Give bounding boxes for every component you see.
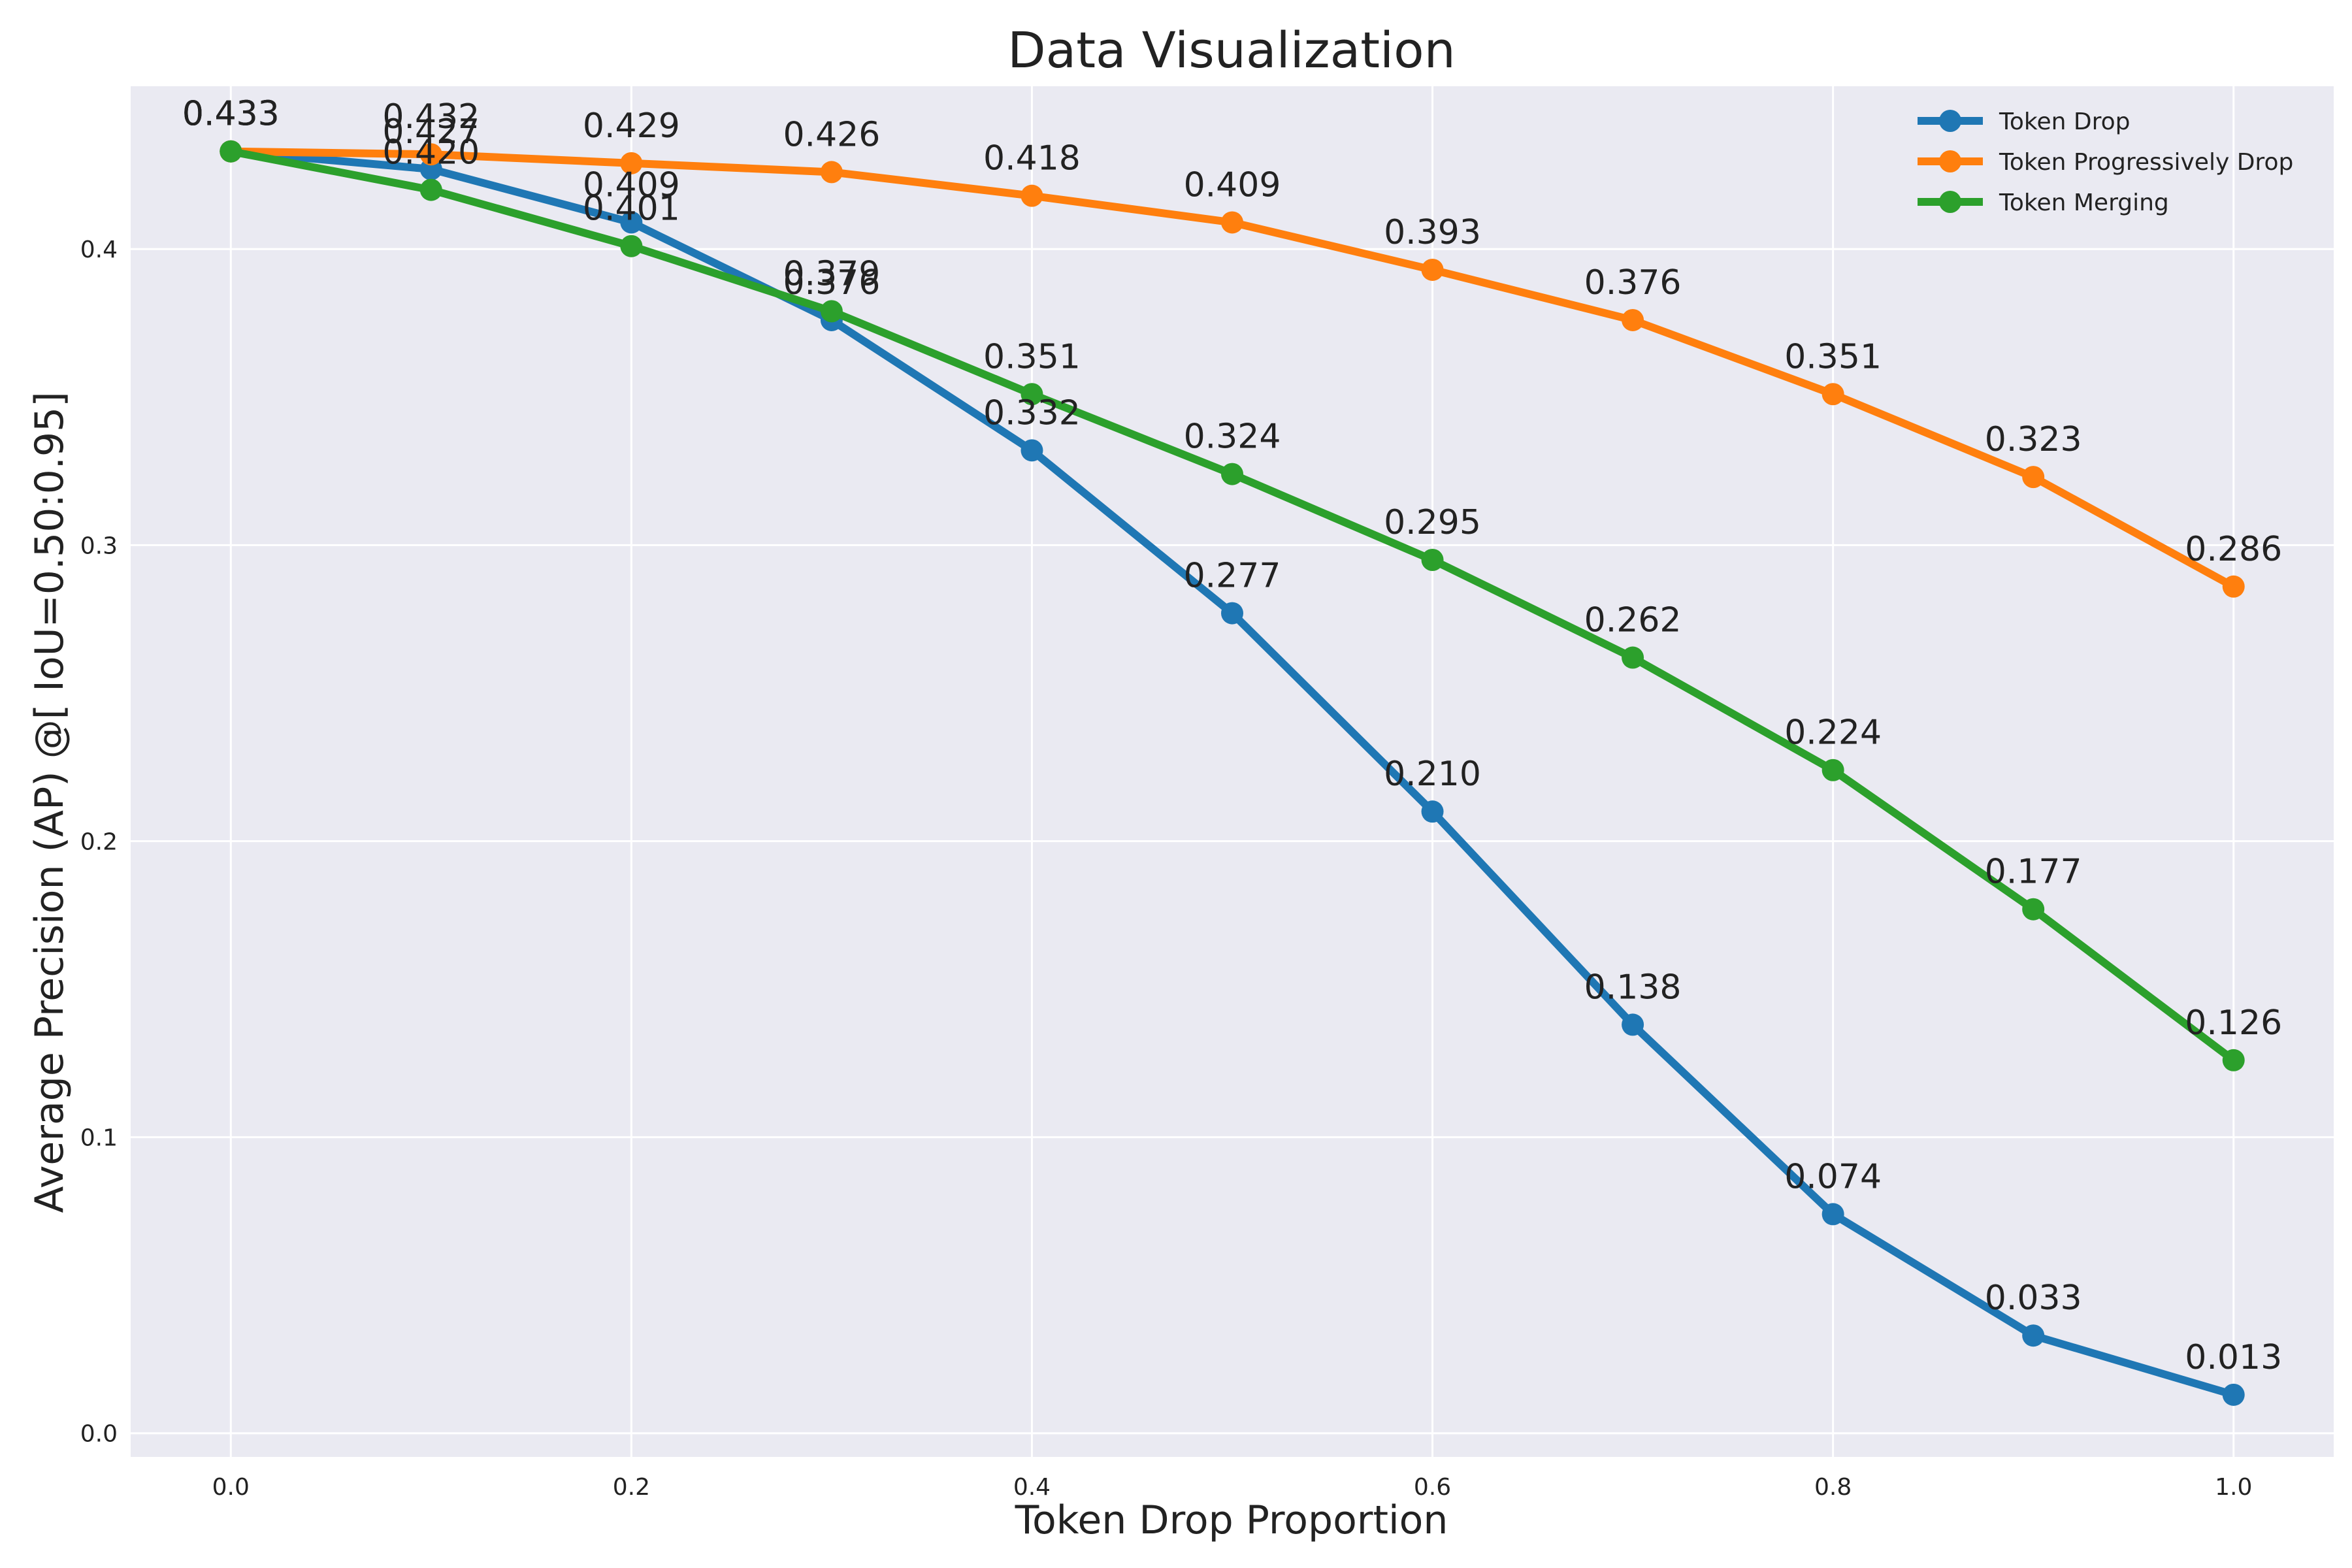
data-label-token-merging: 0.433 [182, 95, 280, 134]
data-label-token-merging: 0.351 [983, 337, 1081, 376]
data-point-token-drop [1421, 800, 1444, 823]
data-point-token-progressively-drop [1622, 308, 1644, 331]
data-label-token-drop: 0.409 [583, 165, 680, 204]
data-label-token-drop: 0.210 [1384, 755, 1481, 794]
data-label-token-merging: 0.262 [1584, 601, 1682, 640]
x-tick-label: 0.4 [1013, 1474, 1051, 1501]
data-label-token-progressively-drop: 0.418 [983, 139, 1081, 178]
data-point-token-merging [2022, 898, 2045, 921]
data-point-token-drop [1622, 1013, 1644, 1036]
legend-label: Token Drop [1999, 108, 2130, 135]
x-tick-label: 0.6 [1414, 1474, 1451, 1501]
data-label-token-merging: 0.401 [583, 189, 680, 229]
data-point-token-merging [620, 235, 643, 257]
chart-title: Data Visualization [1007, 21, 1456, 79]
data-point-token-progressively-drop [820, 161, 843, 184]
data-point-token-drop [620, 211, 643, 234]
x-tick-label: 1.0 [2215, 1474, 2252, 1501]
grid-lines [131, 86, 2334, 1457]
data-point-token-drop [2022, 1324, 2045, 1347]
legend-item-token-merging: Token Merging [1918, 189, 2169, 216]
data-point-token-merging [1021, 383, 1043, 406]
y-tick-label: 0.0 [80, 1421, 118, 1448]
legend-swatch-marker [1939, 150, 1961, 172]
plot-area [131, 86, 2334, 1457]
legend-swatch-marker [1939, 110, 1961, 132]
data-label-token-drop: 0.074 [1784, 1157, 1882, 1196]
data-point-token-merging [820, 300, 843, 323]
series-group [220, 140, 2245, 1406]
data-label-token-progressively-drop: 0.376 [1584, 263, 1682, 302]
data-point-token-merging [2222, 1049, 2245, 1071]
y-tick-label: 0.4 [80, 237, 118, 263]
data-point-token-progressively-drop [1221, 211, 1243, 234]
legend-label: Token Progressively Drop [1999, 149, 2293, 176]
data-point-token-merging [1622, 646, 1644, 669]
data-point-token-progressively-drop [1421, 258, 1444, 281]
data-point-token-merging [1821, 759, 1844, 781]
data-label-token-merging: 0.224 [1784, 713, 1882, 753]
data-label-token-progressively-drop: 0.432 [382, 97, 480, 137]
data-label-token-drop: 0.376 [783, 263, 880, 302]
legend-swatch-marker [1939, 191, 1961, 213]
data-label-token-drop: 0.033 [1985, 1279, 2082, 1318]
data-label-token-drop: 0.138 [1584, 968, 1682, 1007]
data-label-token-merging: 0.379 [783, 254, 880, 293]
series-token-progressively-drop [220, 140, 2245, 598]
data-point-token-progressively-drop [2222, 575, 2245, 598]
data-point-token-merging [220, 140, 242, 163]
data-label-token-merging: 0.420 [382, 133, 480, 172]
data-labels: 0.433 0.427 0.409 0.376 0.332 0.277 0.210 0.138… [182, 95, 2282, 1377]
data-point-token-drop [1221, 602, 1243, 625]
data-point-token-progressively-drop [1821, 383, 1844, 406]
x-tick-label: 0.8 [1814, 1474, 1852, 1501]
data-label-token-progressively-drop: 0.323 [1985, 420, 2082, 459]
data-label-token-progressively-drop: 0.286 [2185, 530, 2282, 569]
data-label-token-merging: 0.126 [2185, 1004, 2282, 1043]
legend-item-token-drop: Token Drop [1918, 108, 2130, 135]
data-point-token-progressively-drop [419, 143, 442, 166]
data-point-token-progressively-drop [2022, 466, 2045, 489]
series-token-merging [220, 140, 2245, 1071]
data-label-token-progressively-drop: 0.351 [1784, 337, 1882, 376]
data-label-token-progressively-drop: 0.426 [783, 115, 880, 154]
data-point-token-drop [2222, 1383, 2245, 1406]
y-tick-label: 0.3 [80, 532, 118, 559]
legend: Token Drop Token Progressively Drop Token … [1918, 108, 2293, 216]
data-point-token-drop [1821, 1203, 1844, 1226]
data-label-token-progressively-drop: 0.409 [1184, 165, 1281, 204]
x-tick-label: 0.0 [212, 1474, 250, 1501]
data-label-token-merging: 0.177 [1985, 853, 2082, 892]
data-point-token-progressively-drop [620, 152, 643, 174]
legend-label: Token Merging [1999, 189, 2169, 216]
x-axis-label: Token Drop Proportion [1015, 1497, 1448, 1543]
y-tick-label: 0.2 [80, 828, 118, 855]
data-point-token-progressively-drop [1021, 184, 1043, 207]
data-label-token-progressively-drop: 0.429 [583, 106, 680, 146]
data-label-token-drop: 0.013 [2185, 1338, 2282, 1377]
data-label-token-drop: 0.332 [983, 393, 1081, 433]
data-label-token-merging: 0.324 [1184, 417, 1281, 457]
data-label-token-drop: 0.433 [182, 95, 280, 134]
data-label-token-merging: 0.295 [1384, 503, 1481, 542]
y-axis-label: Average Precision (AP) @[ IoU=0.50:0.95] [27, 391, 73, 1213]
data-label-token-progressively-drop: 0.433 [182, 95, 280, 134]
data-point-token-merging [419, 178, 442, 201]
x-tick-label: 0.2 [613, 1474, 650, 1501]
legend-item-token-progressively-drop: Token Progressively Drop [1918, 149, 2293, 176]
data-label-token-drop: 0.277 [1184, 557, 1281, 596]
data-label-token-progressively-drop: 0.393 [1384, 213, 1481, 252]
data-point-token-merging [1221, 463, 1243, 485]
x-tick-labels: 0.0 0.2 0.4 0.6 0.8 1.0 [212, 1474, 2253, 1501]
y-tick-label: 0.1 [80, 1125, 118, 1152]
data-point-token-drop [1021, 439, 1043, 462]
data-point-token-merging [1421, 549, 1444, 572]
y-tick-labels: 0.0 0.1 0.2 0.3 0.4 [80, 237, 118, 1448]
data-label-token-drop: 0.427 [382, 112, 480, 152]
